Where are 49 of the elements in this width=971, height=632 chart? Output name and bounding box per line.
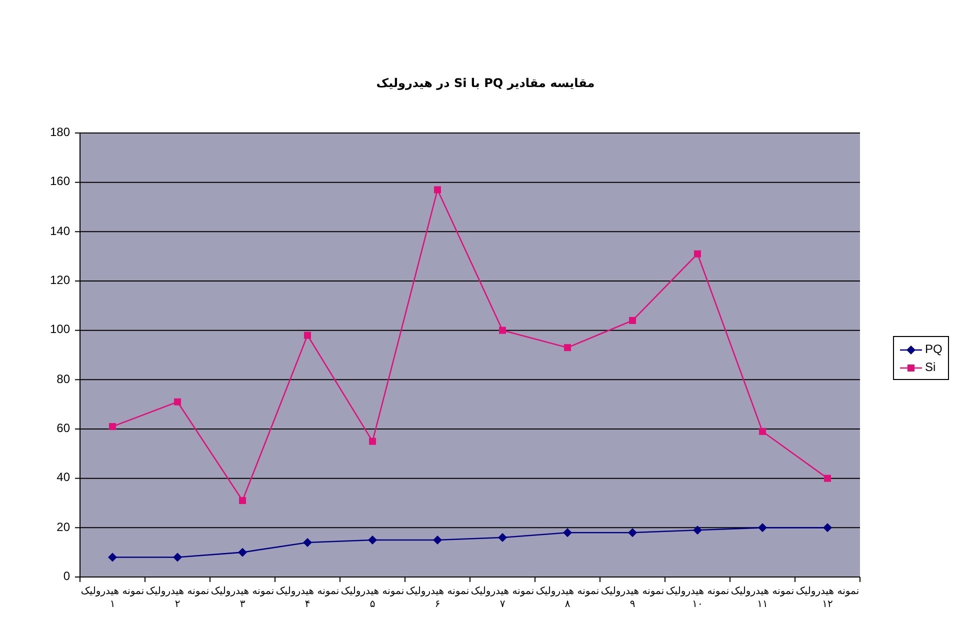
point bbox=[823, 523, 832, 532]
y-tick-label: 60 bbox=[56, 421, 70, 435]
x-tick-label: نمونه هیدرولیک ۱۰ bbox=[666, 585, 730, 611]
x-tick-label: نمونه هیدرولیک ۸ bbox=[536, 585, 600, 611]
point bbox=[694, 250, 701, 258]
x-tick-label: نمونه هیدرولیک ۷ bbox=[470, 585, 534, 611]
point bbox=[368, 536, 377, 544]
x-tick-label: نمونه هیدرولیک ۱۱ bbox=[730, 585, 794, 611]
x-tick-label: نمونه هیدرولیک ۵ bbox=[340, 585, 404, 611]
point bbox=[239, 497, 246, 504]
point bbox=[238, 548, 247, 557]
point bbox=[369, 438, 376, 445]
point bbox=[499, 326, 506, 334]
point bbox=[498, 533, 507, 542]
point bbox=[173, 552, 182, 562]
y-tick-label: 120 bbox=[48, 273, 70, 287]
legend-label: PQ bbox=[925, 342, 942, 356]
point bbox=[304, 332, 311, 339]
point bbox=[434, 186, 441, 194]
point bbox=[564, 344, 571, 352]
x-tick-label: نمونه هیدرولیک ۳ bbox=[210, 585, 274, 611]
legend-label: Si bbox=[925, 360, 936, 374]
point bbox=[693, 526, 702, 535]
y-tick-label: 100 bbox=[48, 322, 70, 336]
point bbox=[174, 398, 181, 406]
point bbox=[824, 474, 831, 482]
point bbox=[109, 423, 116, 430]
y-tick-label: 160 bbox=[48, 174, 70, 188]
y-tick-label: 80 bbox=[56, 372, 70, 386]
chart-title: مقایسه مقادیر PQ با Si در هیدرولیک bbox=[375, 76, 596, 90]
y-tick-label: 180 bbox=[48, 125, 70, 139]
x-tick-label: نمونه هیدرولیک ۱ bbox=[80, 585, 144, 611]
point bbox=[303, 538, 312, 547]
y-tick-label: 0 bbox=[62, 569, 70, 583]
x-tick-label: نمونه هیدرولیک ۴ bbox=[276, 585, 340, 611]
point bbox=[433, 536, 442, 544]
point bbox=[108, 552, 117, 562]
x-tick-label: نمونه هیدرولیک ۲ bbox=[146, 585, 210, 611]
point bbox=[758, 523, 767, 532]
x-tick-label: نمونه هیدرولیک ۶ bbox=[406, 585, 470, 611]
point bbox=[629, 316, 636, 324]
x-tick-label: نمونه هیدرولیک ۹ bbox=[600, 585, 664, 611]
x-tick-label: نمونه هیدرولیک ۱۲ bbox=[796, 585, 860, 611]
point bbox=[563, 528, 572, 538]
point bbox=[759, 428, 766, 435]
y-tick-label: 140 bbox=[48, 224, 70, 238]
y-tick-label: 20 bbox=[56, 520, 70, 534]
y-tick-label: 40 bbox=[56, 470, 70, 484]
point bbox=[628, 528, 637, 538]
